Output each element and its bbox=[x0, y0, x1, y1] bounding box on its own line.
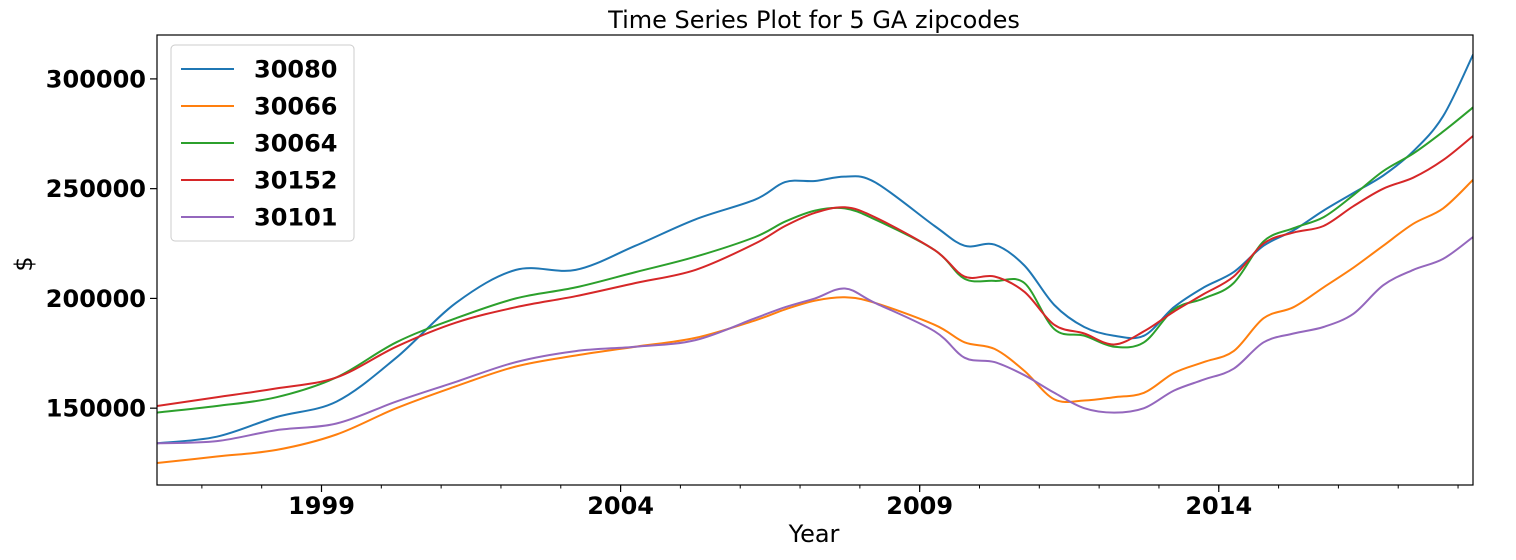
plot-area bbox=[156, 34, 1474, 486]
y-tick-label: 250000 bbox=[46, 175, 146, 203]
x-axis-label: Year bbox=[788, 520, 840, 548]
legend-label-30101: 30101 bbox=[254, 204, 338, 232]
series-line-30152 bbox=[157, 135, 1473, 407]
legend-label-30080: 30080 bbox=[254, 56, 338, 84]
legend-box bbox=[170, 44, 355, 242]
y-axis-label: $ bbox=[10, 256, 38, 271]
x-tick-label: 2004 bbox=[587, 492, 654, 520]
y-tick-label: 200000 bbox=[46, 285, 146, 313]
series-line-30101 bbox=[157, 236, 1473, 445]
series-line-30064 bbox=[157, 106, 1473, 414]
legend-label-30066: 30066 bbox=[254, 93, 338, 121]
plot-frame bbox=[156, 34, 1474, 486]
series-line-30080 bbox=[157, 53, 1473, 445]
legend-label-30152: 30152 bbox=[254, 167, 338, 195]
y-tick-label: 300000 bbox=[46, 65, 146, 93]
x-tick-label: 1999 bbox=[288, 492, 355, 520]
series-line-30066 bbox=[157, 178, 1473, 464]
legend: 30080 30066 30064 30152 30101 bbox=[170, 44, 355, 242]
x-tick-label: 2009 bbox=[886, 492, 953, 520]
x-tick-label: 2014 bbox=[1185, 492, 1252, 520]
legend-label-30064: 30064 bbox=[254, 130, 338, 158]
y-tick-label: 150000 bbox=[46, 395, 146, 423]
y-axis: 150000 200000 250000 300000 bbox=[46, 65, 157, 423]
x-axis: 1999 2004 2009 2014 bbox=[201, 485, 1459, 520]
chart-title: Time Series Plot for 5 GA zipcodes bbox=[607, 6, 1020, 34]
